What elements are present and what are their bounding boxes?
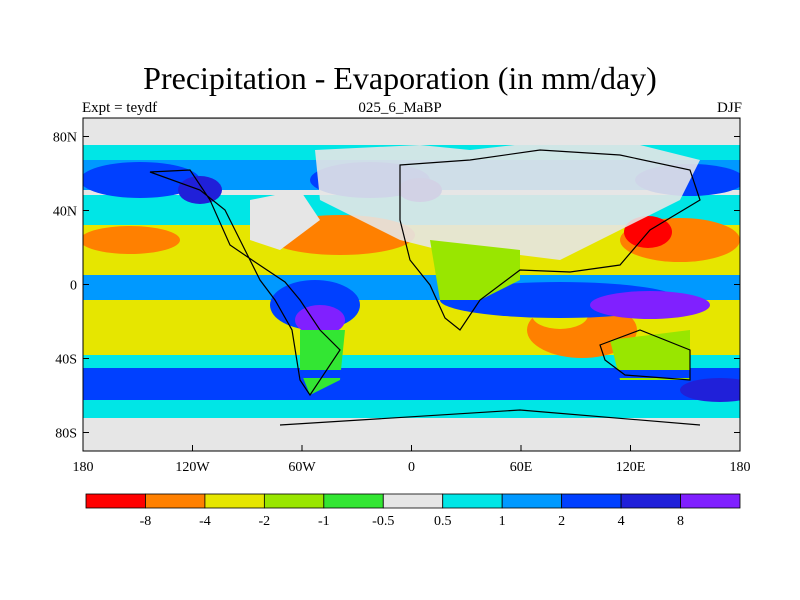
experiment-id-label: 025_6_MaBP: [358, 100, 442, 116]
colorbar-swatch: [204, 493, 265, 509]
longitude-axis: 180 120W 60W 0 60E 120E 180: [73, 445, 751, 475]
colorbar: -8 -4 -2 -1 -0.5 0.5 1 2 4 8: [85, 493, 741, 529]
colorbar-swatch: [442, 493, 503, 509]
colorbar-swatch: [620, 493, 681, 509]
plot-title: Precipitation - Evaporation (in mm/day): [143, 60, 657, 96]
colorbar-label: 4: [618, 514, 625, 529]
colorbar-label: 8: [677, 514, 684, 529]
colorbar-label: -1: [318, 514, 330, 529]
lon-tick-label: 60E: [510, 460, 533, 475]
colorbar-swatch: [323, 493, 384, 509]
experiment-label: Expt = teydf: [82, 100, 158, 116]
colorbar-swatch: [382, 493, 444, 509]
colorbar-swatch: [85, 493, 146, 509]
colorbar-label: -4: [199, 514, 211, 529]
colorbar-label: -8: [140, 514, 152, 529]
colorbar-label: 0.5: [434, 514, 452, 529]
lon-tick-label: 180: [730, 460, 751, 475]
lon-tick-label: 180: [73, 460, 94, 475]
colorbar-swatch: [501, 493, 563, 509]
coastlines: [140, 118, 740, 426]
lon-tick-label: 120W: [175, 460, 210, 475]
colorbar-label: -0.5: [372, 514, 394, 529]
colorbar-label: 1: [499, 514, 506, 529]
lat-tick-label: 40S: [55, 353, 77, 368]
lat-tick-label: 80S: [55, 427, 77, 442]
lon-tick-label: 60W: [288, 460, 316, 475]
latitude-axis: 80N 40N 0 40S 80S: [53, 131, 740, 442]
colorbar-label: -2: [259, 514, 271, 529]
colorbar-swatch: [680, 493, 741, 509]
lat-tick-label: 0: [70, 279, 77, 294]
colorbar-swatch: [263, 493, 325, 509]
map-field: [83, 118, 740, 451]
colorbar-swatch: [145, 493, 206, 509]
lat-tick-label: 80N: [53, 131, 77, 146]
lat-tick-label: 40N: [53, 205, 77, 220]
colorbar-label: 2: [558, 514, 565, 529]
lon-tick-label: 0: [408, 460, 415, 475]
season-label: DJF: [716, 100, 742, 116]
lon-tick-label: 120E: [616, 460, 646, 475]
colorbar-swatch: [561, 493, 622, 509]
